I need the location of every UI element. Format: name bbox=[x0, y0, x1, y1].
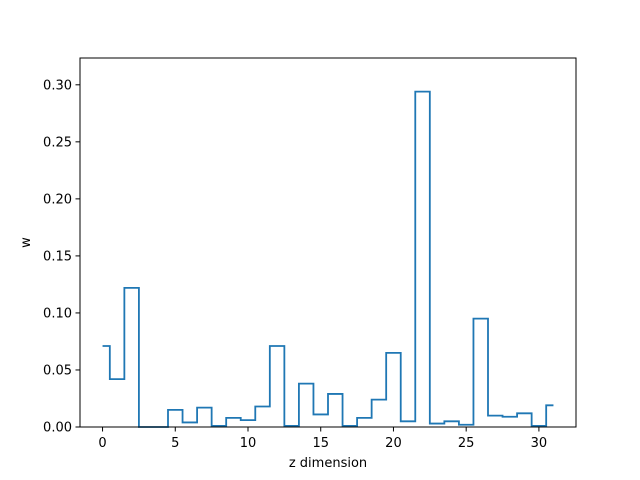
y-tick-label-3: 0.15 bbox=[43, 249, 72, 264]
x-tick-label-0: 0 bbox=[98, 436, 106, 451]
y-tick-label-5: 0.25 bbox=[43, 135, 72, 150]
axes: 0 5 10 15 20 25 30 0.00 0.05 0.10 0.15 0.20 0.25 0.30 bbox=[43, 57, 577, 451]
x-axis-label: z dimension bbox=[289, 456, 367, 471]
x-tick-label-20: 20 bbox=[385, 436, 402, 451]
plot-area bbox=[102, 90, 554, 428]
y-tick-label-0: 0.00 bbox=[43, 421, 72, 436]
y-tick-label-4: 0.20 bbox=[43, 192, 72, 207]
x-tick-label-25: 25 bbox=[458, 436, 475, 451]
y-axis-label: w bbox=[19, 237, 34, 248]
x-tick-label-5: 5 bbox=[171, 436, 179, 451]
series-line bbox=[102, 90, 554, 428]
y-tick-label-2: 0.10 bbox=[43, 306, 72, 321]
axes-frame bbox=[79, 57, 577, 428]
y-tick-label-1: 0.05 bbox=[43, 363, 72, 378]
x-tick-label-15: 15 bbox=[312, 436, 329, 451]
x-tick-label-10: 10 bbox=[240, 436, 257, 451]
y-tick-label-6: 0.30 bbox=[43, 78, 72, 93]
x-tick-label-30: 30 bbox=[531, 436, 548, 451]
